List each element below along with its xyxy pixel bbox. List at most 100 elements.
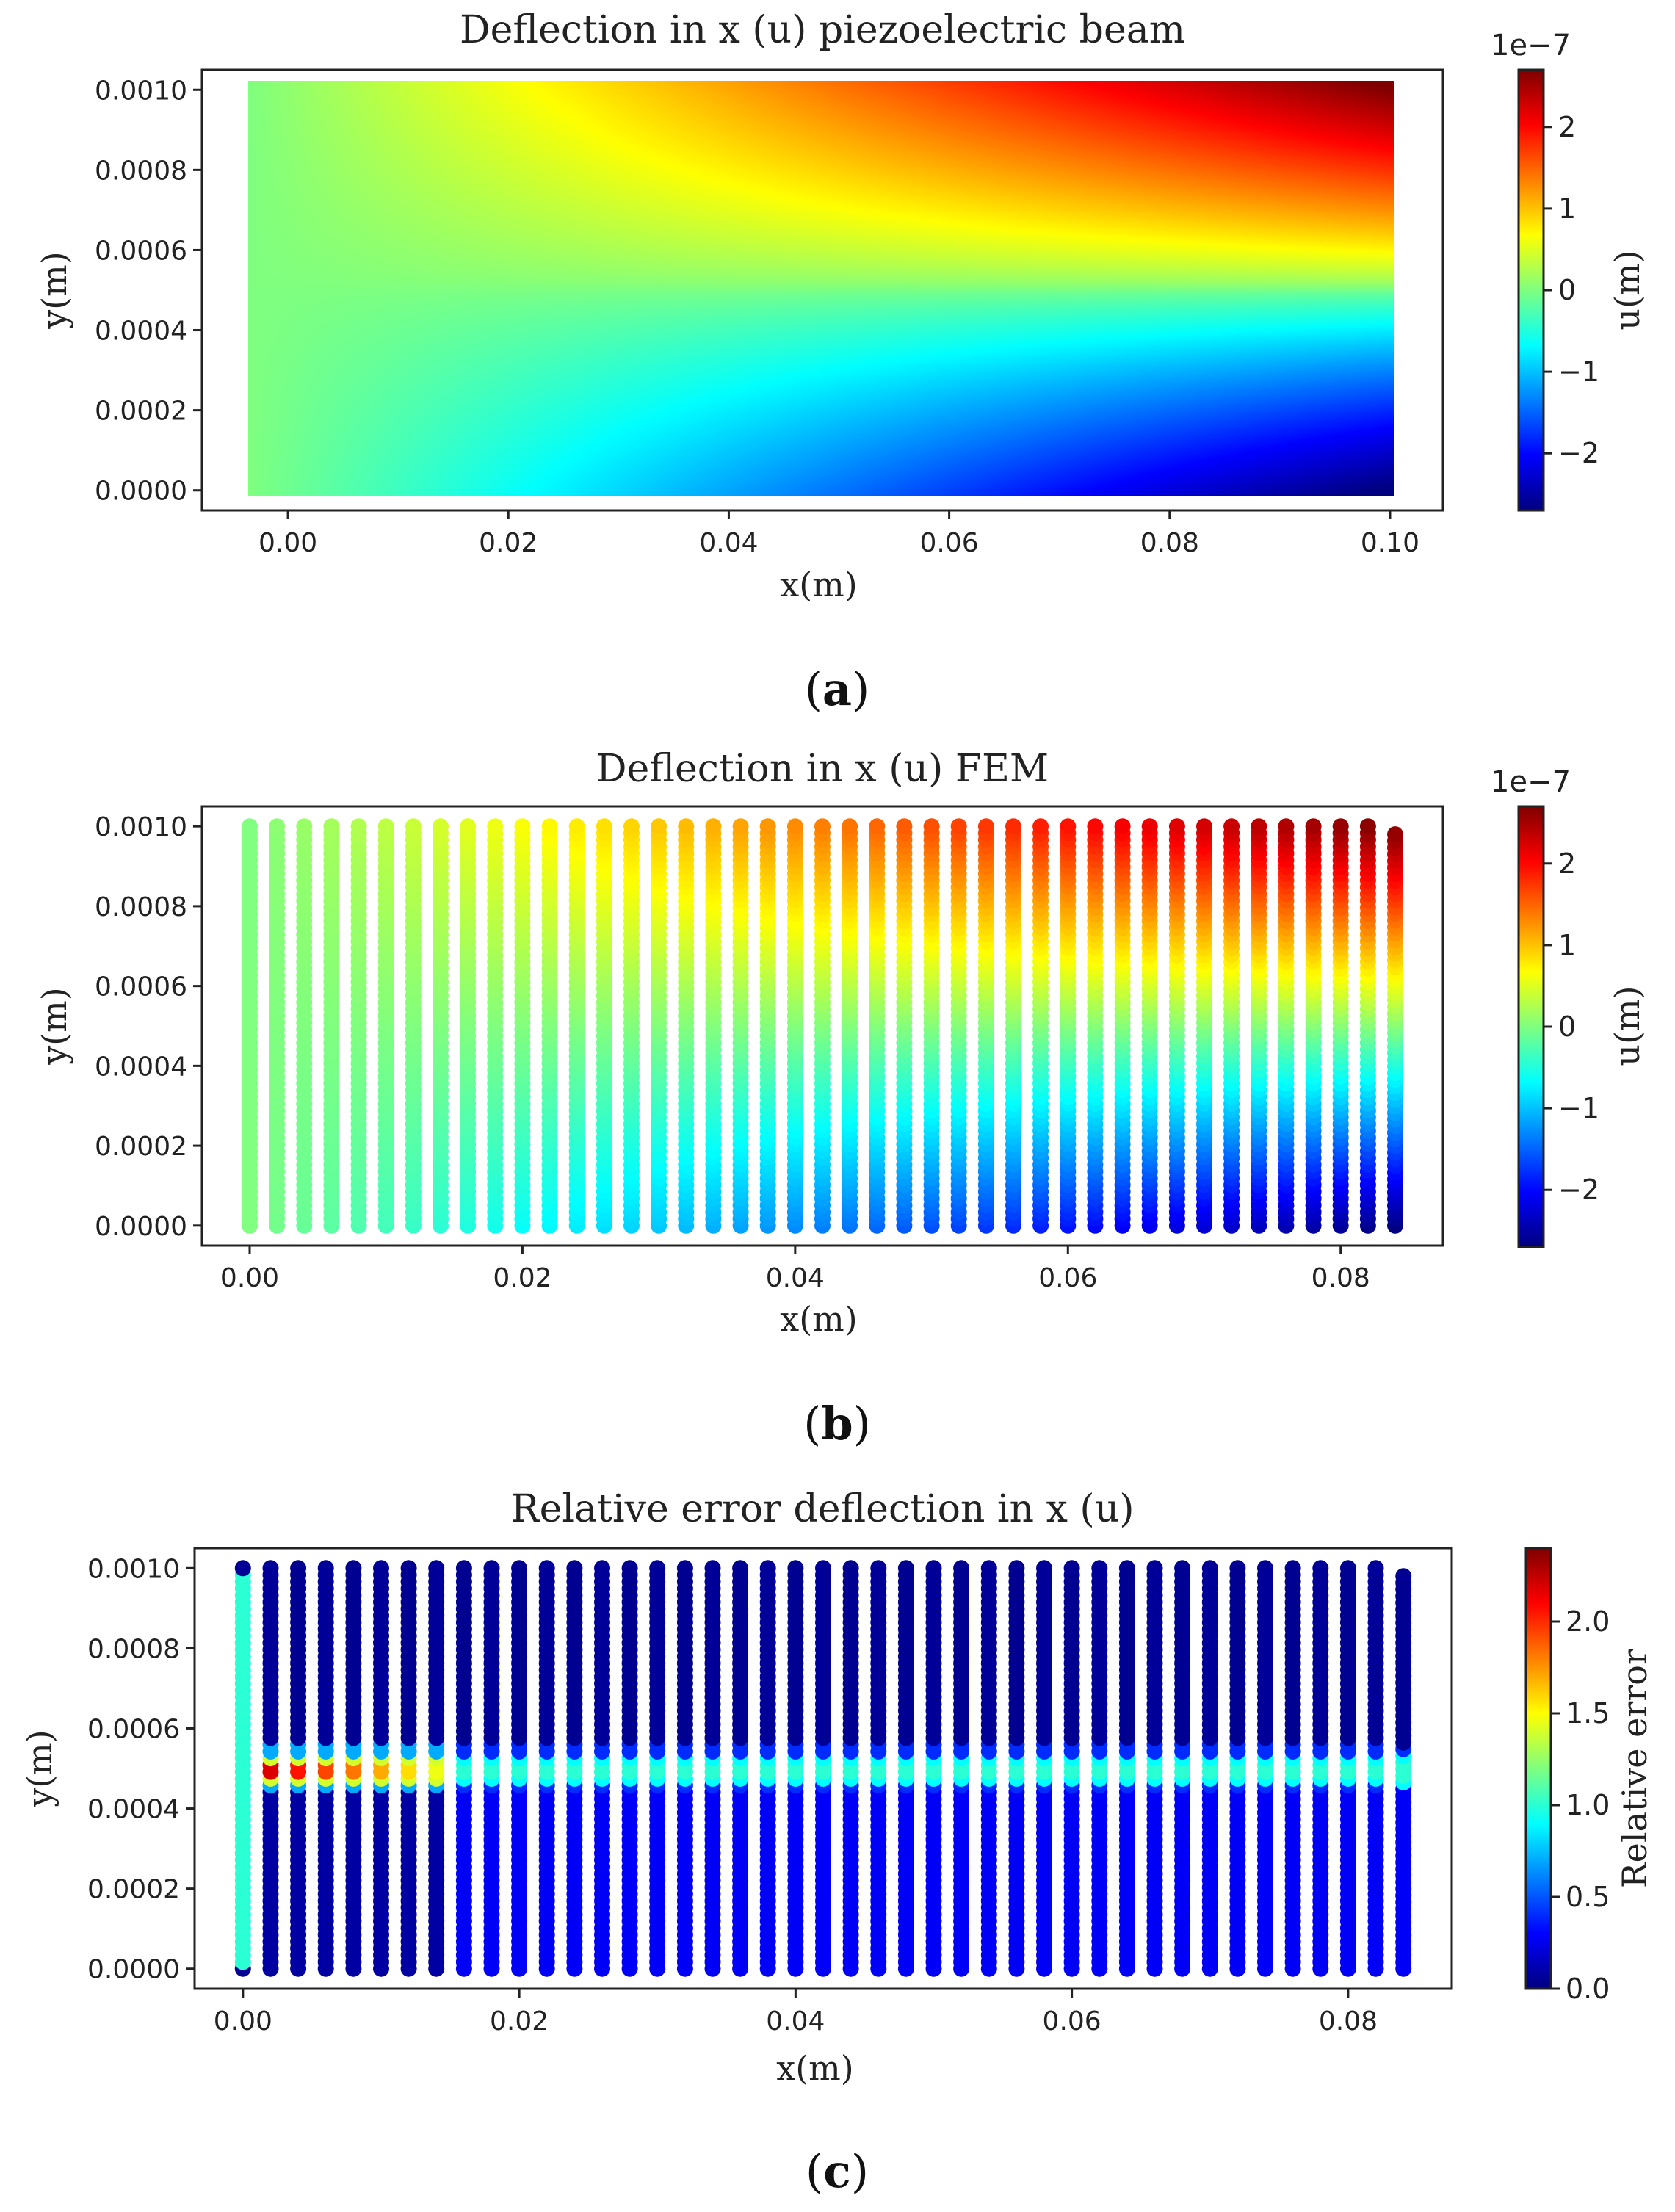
x-tick-label: 0.02 — [479, 528, 538, 558]
fem-point — [1278, 818, 1295, 835]
x-tick-label: 0.04 — [766, 1263, 825, 1293]
fem-point — [1359, 818, 1376, 835]
y-tick-label: 0.0000 — [95, 1212, 187, 1242]
error-point — [483, 1560, 500, 1577]
y-tick-label: 0.0006 — [95, 236, 187, 266]
panel-a-xlabel: x(m) — [780, 565, 857, 604]
error-point — [842, 1560, 859, 1577]
panel-b-xlabel: x(m) — [780, 1299, 857, 1339]
fem-point — [350, 818, 367, 835]
error-point — [1201, 1560, 1218, 1577]
fem-point — [651, 818, 668, 835]
error-point — [511, 1560, 528, 1577]
fem-point — [1060, 818, 1077, 835]
fem-point — [977, 818, 994, 835]
error-point — [1118, 1560, 1135, 1577]
y-tick-label: 0.0008 — [95, 156, 187, 186]
fem-point — [1251, 818, 1267, 835]
error-point — [704, 1560, 721, 1577]
fem-point — [1032, 818, 1049, 835]
error-point — [538, 1560, 555, 1577]
error-point — [373, 1560, 389, 1577]
x-tick-label: 0.02 — [493, 1263, 551, 1293]
panel-c-title: Relative error deflection in x (u) — [510, 1487, 1134, 1531]
fem-point — [950, 818, 967, 835]
panel-a-colorbar-label: u(m) — [1607, 250, 1647, 330]
x-tick-label: 0.00 — [258, 528, 317, 558]
error-point — [594, 1560, 610, 1577]
error-point — [649, 1560, 666, 1577]
fem-point — [487, 818, 504, 835]
fem-point — [1305, 818, 1322, 835]
error-point — [815, 1560, 831, 1577]
error-point — [897, 1560, 914, 1577]
y-tick-label: 0.0010 — [95, 76, 187, 106]
colorbar-tick-label: 2 — [1558, 111, 1576, 143]
fem-point — [596, 818, 612, 835]
fem-point — [1332, 818, 1349, 835]
x-tick-label: 0.04 — [699, 528, 758, 558]
colorbar-tick-label: −2 — [1558, 437, 1599, 469]
y-tick-label: 0.0002 — [95, 1132, 187, 1162]
fem-point — [433, 818, 449, 835]
colorbar-tick-label: −1 — [1558, 1092, 1599, 1124]
colorbar-tick-label: 0 — [1558, 274, 1576, 306]
fem-point — [923, 818, 940, 835]
fem-point — [1141, 818, 1158, 835]
fem-point — [678, 818, 695, 835]
panel-a-frame — [200, 68, 1444, 512]
x-tick-label: 0.08 — [1140, 528, 1199, 558]
fem-point — [786, 818, 803, 835]
fem-point — [514, 818, 531, 835]
panel-b-frame — [200, 805, 1444, 1247]
error-point — [1091, 1560, 1108, 1577]
fem-point — [759, 818, 776, 835]
panel-a-colorbar — [1517, 68, 1545, 512]
fem-point — [377, 818, 394, 835]
panel-b-colorbar — [1517, 805, 1545, 1248]
colorbar-tick-label: 0 — [1558, 1011, 1576, 1043]
fem-point — [705, 818, 722, 835]
panel-a-title: Deflection in x (u) piezoelectric beam — [460, 8, 1185, 52]
error-point — [953, 1560, 970, 1577]
colorbar-tick-label: 2 — [1558, 847, 1576, 880]
panel-b-ylabel: y(m) — [35, 987, 74, 1066]
error-point — [1229, 1560, 1246, 1577]
x-tick-label: 0.10 — [1361, 528, 1419, 558]
error-point — [400, 1560, 417, 1577]
fem-point — [623, 818, 640, 835]
panel-a: Deflection in x (u) piezoelectric beam 0… — [35, 8, 1647, 716]
error-point — [1008, 1560, 1025, 1577]
error-point — [732, 1560, 749, 1577]
panel-b-label: (b) — [803, 1397, 871, 1450]
fem-point — [405, 818, 422, 835]
error-point — [345, 1560, 362, 1577]
panel-b-colorbar-label: u(m) — [1607, 986, 1647, 1066]
error-point — [262, 1560, 279, 1577]
y-tick-label: 0.0000 — [95, 477, 187, 507]
fem-point — [296, 818, 313, 835]
fem-point — [323, 818, 340, 835]
fem-point — [814, 818, 831, 835]
error-point — [1036, 1560, 1052, 1577]
fem-point — [242, 818, 258, 835]
x-tick-label: 0.06 — [1038, 1263, 1097, 1293]
fem-point — [842, 818, 858, 835]
error-point — [870, 1560, 887, 1577]
error-point — [234, 1560, 251, 1577]
error-point — [1174, 1560, 1191, 1577]
error-point — [1063, 1560, 1080, 1577]
error-point — [980, 1560, 997, 1577]
error-point — [676, 1560, 693, 1577]
panel-a-label: (a) — [805, 662, 870, 716]
fem-point — [869, 818, 886, 835]
panel-c: Relative error deflection in x (u) 0.00 0… — [20, 1487, 1654, 2198]
y-tick-label: 0.0006 — [95, 972, 187, 1002]
colorbar-tick-label: −1 — [1558, 355, 1599, 388]
fem-point — [541, 818, 558, 835]
panel-a-ylabel: y(m) — [35, 251, 74, 330]
colorbar-tick-label: 1 — [1558, 929, 1576, 961]
